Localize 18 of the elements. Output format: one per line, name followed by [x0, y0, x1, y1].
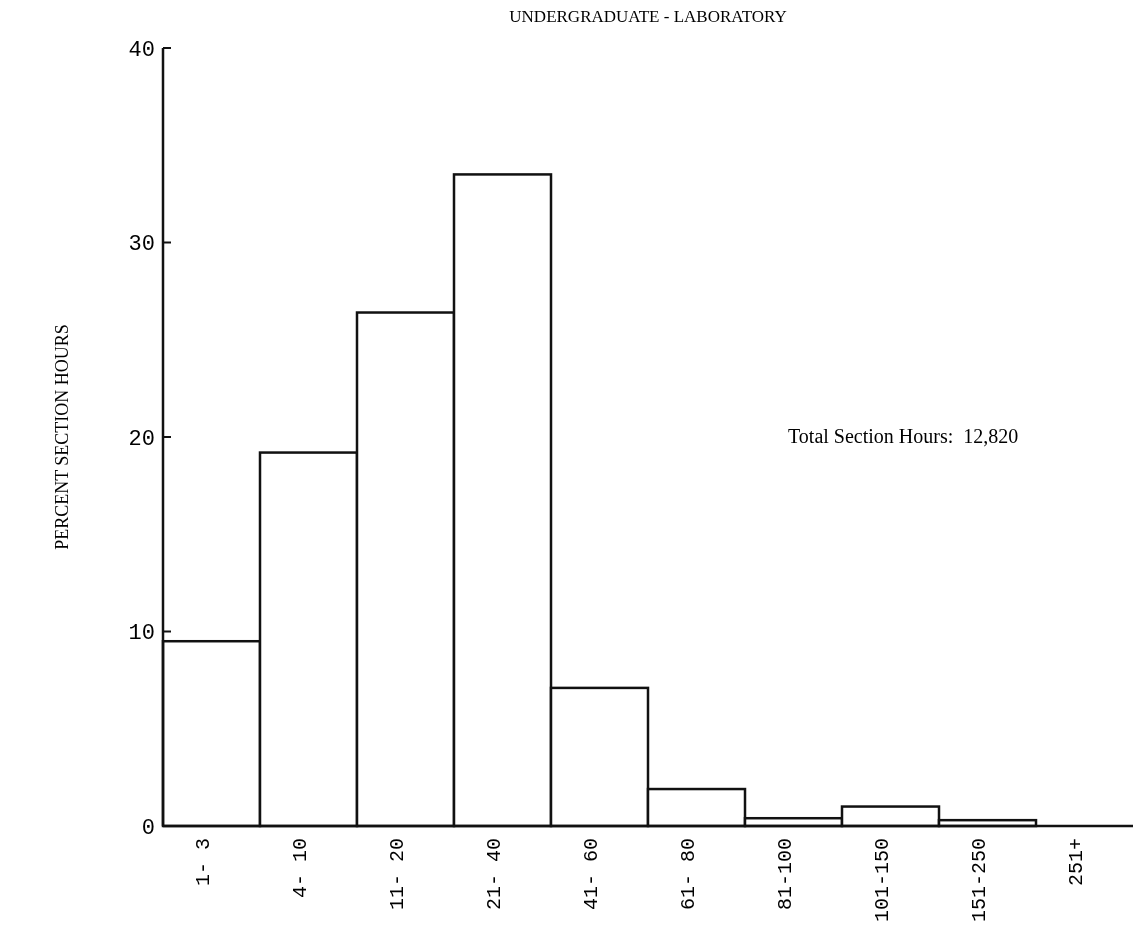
x-tick-label: 41- 60	[579, 838, 603, 911]
x-tick-label: 11- 20	[385, 838, 409, 911]
annotation: Total Section Hours: 12,820	[788, 425, 1019, 447]
chart-title: UNDERGRADUATE - LABORATORY	[509, 7, 787, 26]
x-tick-label: 1- 3	[191, 838, 215, 887]
x-tick-label: 251+	[1064, 838, 1088, 887]
y-tick-label: 20	[128, 426, 155, 452]
y-axis-title: PERCENT SECTION HOURS	[52, 324, 72, 550]
x-tick-label: 81-100	[773, 838, 797, 911]
x-tick-label: 4- 10	[288, 838, 312, 899]
y-tick-label: 30	[128, 232, 155, 258]
y-tick-label: 10	[128, 621, 155, 647]
x-tick-label: 151-250	[967, 838, 991, 923]
x-tick-label: 61- 80	[676, 838, 700, 911]
x-tick-label: 101-150	[870, 838, 894, 923]
y-tick-label: 40	[128, 37, 155, 63]
y-tick-label: 0	[141, 815, 155, 841]
x-tick-label: 21- 40	[482, 838, 506, 911]
